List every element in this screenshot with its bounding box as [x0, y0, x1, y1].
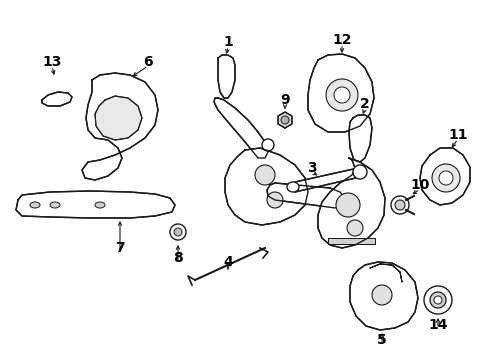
Polygon shape: [350, 262, 418, 330]
Polygon shape: [218, 55, 235, 98]
Polygon shape: [278, 112, 292, 128]
Text: 1: 1: [223, 35, 233, 49]
Text: 13: 13: [42, 55, 62, 69]
Text: 5: 5: [377, 333, 387, 347]
Polygon shape: [424, 286, 452, 314]
Polygon shape: [225, 148, 308, 225]
Polygon shape: [214, 98, 268, 158]
Polygon shape: [420, 148, 470, 205]
Text: 3: 3: [307, 161, 317, 175]
Polygon shape: [439, 171, 453, 185]
Polygon shape: [95, 202, 105, 208]
Polygon shape: [82, 73, 158, 180]
Text: 11: 11: [448, 128, 468, 142]
Polygon shape: [292, 168, 362, 192]
Text: 14: 14: [428, 318, 448, 332]
Polygon shape: [287, 182, 299, 192]
Text: 2: 2: [360, 97, 370, 111]
Polygon shape: [349, 115, 372, 162]
Polygon shape: [267, 192, 283, 208]
Polygon shape: [434, 296, 442, 304]
Text: 12: 12: [332, 33, 352, 47]
Text: 9: 9: [280, 93, 290, 107]
Polygon shape: [336, 193, 360, 217]
Text: 10: 10: [410, 178, 430, 192]
Polygon shape: [334, 87, 350, 103]
Polygon shape: [95, 96, 142, 140]
Polygon shape: [391, 196, 409, 214]
Polygon shape: [30, 202, 40, 208]
Polygon shape: [326, 79, 358, 111]
Polygon shape: [347, 220, 363, 236]
Polygon shape: [318, 158, 385, 248]
Polygon shape: [170, 224, 186, 240]
Text: 6: 6: [143, 55, 153, 69]
Polygon shape: [255, 165, 275, 185]
Polygon shape: [430, 292, 446, 308]
Polygon shape: [372, 285, 392, 305]
Polygon shape: [328, 238, 375, 244]
Polygon shape: [370, 264, 402, 282]
Polygon shape: [16, 191, 175, 218]
Polygon shape: [395, 200, 405, 210]
Polygon shape: [267, 183, 345, 208]
Polygon shape: [353, 165, 367, 179]
Polygon shape: [432, 164, 460, 192]
Polygon shape: [281, 116, 289, 124]
Polygon shape: [42, 92, 72, 106]
Text: 8: 8: [173, 251, 183, 265]
Polygon shape: [308, 54, 374, 132]
Polygon shape: [50, 202, 60, 208]
Text: 4: 4: [223, 255, 233, 269]
Polygon shape: [174, 228, 182, 236]
Polygon shape: [262, 139, 274, 151]
Text: 7: 7: [115, 241, 125, 255]
